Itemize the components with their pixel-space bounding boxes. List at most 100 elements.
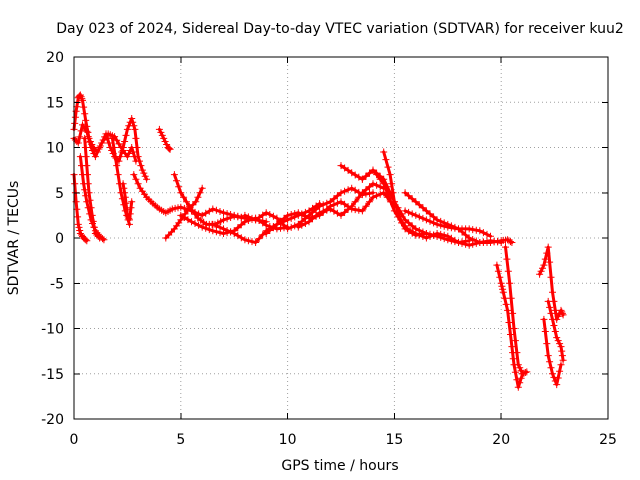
data-point xyxy=(89,217,97,225)
data-point xyxy=(202,209,210,217)
y-tick-label: -5 xyxy=(50,276,64,292)
data-point xyxy=(551,377,559,385)
data-point xyxy=(287,211,295,218)
data-point xyxy=(234,224,242,232)
data-point xyxy=(90,150,98,157)
y-tick-label: 10 xyxy=(46,141,64,157)
data-point xyxy=(83,237,91,245)
data-point xyxy=(71,119,79,127)
data-point xyxy=(132,157,140,165)
data-point xyxy=(554,374,562,382)
data-point xyxy=(422,207,430,215)
data-point xyxy=(348,202,356,210)
data-point xyxy=(90,223,98,231)
data-point xyxy=(493,261,501,269)
data-point xyxy=(405,192,413,200)
data-point xyxy=(554,312,562,320)
data-point xyxy=(305,218,313,226)
data-point xyxy=(312,205,320,213)
data-point xyxy=(554,337,562,345)
data-point xyxy=(96,234,104,242)
data-point xyxy=(503,255,511,263)
data-point xyxy=(355,206,363,214)
data-point xyxy=(499,285,507,293)
data-series xyxy=(155,125,174,153)
data-point xyxy=(549,370,556,378)
data-point xyxy=(316,209,324,217)
data-point xyxy=(494,267,502,275)
data-point xyxy=(309,215,316,223)
data-point xyxy=(401,189,409,197)
data-point xyxy=(126,216,133,224)
data-point xyxy=(430,213,438,221)
data-point xyxy=(126,210,134,218)
data-point xyxy=(301,212,309,220)
data-point xyxy=(280,221,288,229)
data-point xyxy=(373,181,381,189)
data-point xyxy=(333,209,341,217)
data-point xyxy=(543,340,551,348)
data-point xyxy=(125,214,133,222)
data-point xyxy=(440,219,448,227)
data-point xyxy=(547,309,555,317)
data-point xyxy=(84,133,92,141)
grid xyxy=(74,57,608,419)
data-point xyxy=(358,207,366,215)
data-point xyxy=(405,208,413,216)
data-point xyxy=(266,227,274,234)
data-point xyxy=(94,233,102,240)
data-point xyxy=(369,180,377,188)
data-point xyxy=(426,233,434,240)
data-point xyxy=(537,267,545,275)
data-point xyxy=(557,306,565,314)
data-point xyxy=(88,211,96,219)
data-layer xyxy=(70,91,567,391)
data-point xyxy=(244,213,252,221)
data-point xyxy=(444,220,452,228)
data-point xyxy=(499,288,507,296)
series-trace xyxy=(339,164,439,238)
data-point xyxy=(227,214,235,221)
data-point xyxy=(188,218,195,226)
data-point xyxy=(362,172,370,180)
data-point xyxy=(341,208,349,216)
data-point xyxy=(119,180,127,188)
data-point xyxy=(168,228,175,236)
data-point xyxy=(177,189,185,197)
data-point xyxy=(386,171,394,179)
data-point xyxy=(177,211,185,219)
data-point xyxy=(237,234,245,242)
data-point xyxy=(220,225,227,233)
data-point xyxy=(440,231,448,239)
data-point xyxy=(140,169,148,177)
data-point xyxy=(319,201,327,209)
y-tick-label: -20 xyxy=(41,412,64,428)
data-point xyxy=(120,184,128,192)
data-point xyxy=(273,214,281,222)
data-point xyxy=(294,223,302,231)
data-point xyxy=(212,222,220,230)
data-point xyxy=(408,195,416,203)
data-point xyxy=(540,315,548,323)
data-point xyxy=(114,171,122,179)
data-point xyxy=(115,140,123,148)
data-point xyxy=(134,180,142,188)
data-point xyxy=(430,219,438,227)
data-point xyxy=(476,227,484,235)
data-point xyxy=(192,198,200,206)
data-point xyxy=(433,230,441,237)
data-point xyxy=(388,180,396,188)
data-point xyxy=(312,212,320,220)
data-point xyxy=(143,175,151,183)
data-point xyxy=(323,206,331,214)
data-point xyxy=(344,186,352,194)
data-point xyxy=(175,183,183,191)
data-point xyxy=(185,202,193,210)
data-point xyxy=(171,204,179,212)
data-point xyxy=(111,153,119,161)
data-point xyxy=(138,166,146,174)
data-point xyxy=(129,118,137,126)
data-point xyxy=(504,236,512,244)
data-point xyxy=(87,204,95,212)
